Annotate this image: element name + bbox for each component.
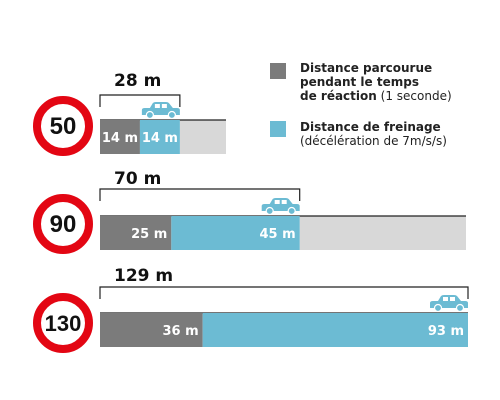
total-label-90: 70 m	[114, 169, 161, 189]
bar-braking-130	[202, 313, 468, 347]
car-icon-50-window-left	[154, 104, 160, 108]
speed-sign-label-50: 50	[50, 113, 77, 140]
speed-sign-130	[33, 293, 93, 353]
legend-detail-reaction: (1 seconde)	[380, 89, 452, 103]
car-icon-50-wheel-rear	[145, 110, 154, 120]
legend-title-braking: Distance de freinage	[300, 120, 441, 134]
car-icon-90-wheel-front	[287, 206, 296, 216]
legend-swatch-braking	[270, 121, 286, 137]
label-reaction-130: 36 m	[163, 324, 199, 339]
car-icon-50-wheel-front	[167, 110, 176, 120]
total-label-130: 129 m	[114, 266, 173, 286]
label-braking-90: 45 m	[260, 227, 296, 242]
total-bracket-130	[99, 286, 469, 299]
row-130: 130 36 m 93 m 129 m	[33, 264, 469, 353]
bar-braking-50	[139, 120, 180, 154]
car-icon-90-window-left	[274, 200, 280, 204]
row-90: 90 25 m 45 m 70 m	[33, 167, 466, 254]
speed-sign-50	[33, 96, 93, 156]
legend-title-reaction-line2: pendant le temps	[300, 75, 419, 89]
track-remaining-90	[299, 216, 466, 250]
label-braking-130: 93 m	[428, 324, 464, 339]
legend-label-braking: Distance de freinage (décélération de 7m…	[300, 120, 490, 148]
car-icon-90-wheel-rear	[265, 206, 274, 216]
car-icon-130	[430, 295, 468, 313]
legend-label-reaction: Distance parcourue pendant le temps de r…	[300, 61, 490, 103]
label-reaction-90: 25 m	[131, 227, 167, 242]
label-braking-50: 14 m	[142, 131, 178, 146]
bar-reaction-90	[100, 216, 172, 250]
car-icon-90-window-right	[281, 200, 287, 204]
speed-sign-label-90: 90	[50, 211, 77, 238]
track-remaining-50	[179, 120, 226, 154]
total-bracket-90	[99, 188, 301, 201]
car-icon-130-wheel-rear	[433, 303, 443, 313]
legend-swatch-reaction	[270, 63, 286, 79]
car-icon-50	[141, 102, 180, 120]
bar-reaction-130	[100, 313, 203, 347]
car-icon-130-window-right	[450, 297, 455, 301]
bar-braking-90	[171, 216, 300, 250]
legend-title-reaction-line3: de réaction	[300, 89, 377, 103]
car-icon-130-window-left	[443, 297, 448, 301]
car-icon-90	[261, 198, 300, 216]
total-label-50: 28 m	[114, 71, 161, 91]
legend-detail-braking: (décélération de 7m/s/s)	[300, 134, 447, 148]
bar-reaction-50	[100, 120, 140, 154]
legend-title-reaction-line1: Distance parcourue	[300, 61, 433, 75]
car-icon-50-window-right	[161, 104, 167, 108]
row-50: 50 14 m 14 m 28 m	[33, 69, 226, 156]
speed-sign-90	[33, 194, 93, 254]
car-icon-130-wheel-front	[455, 303, 465, 313]
label-reaction-50: 14 m	[102, 131, 138, 146]
total-bracket-50	[99, 94, 181, 107]
speed-sign-label-130: 130	[45, 311, 82, 336]
